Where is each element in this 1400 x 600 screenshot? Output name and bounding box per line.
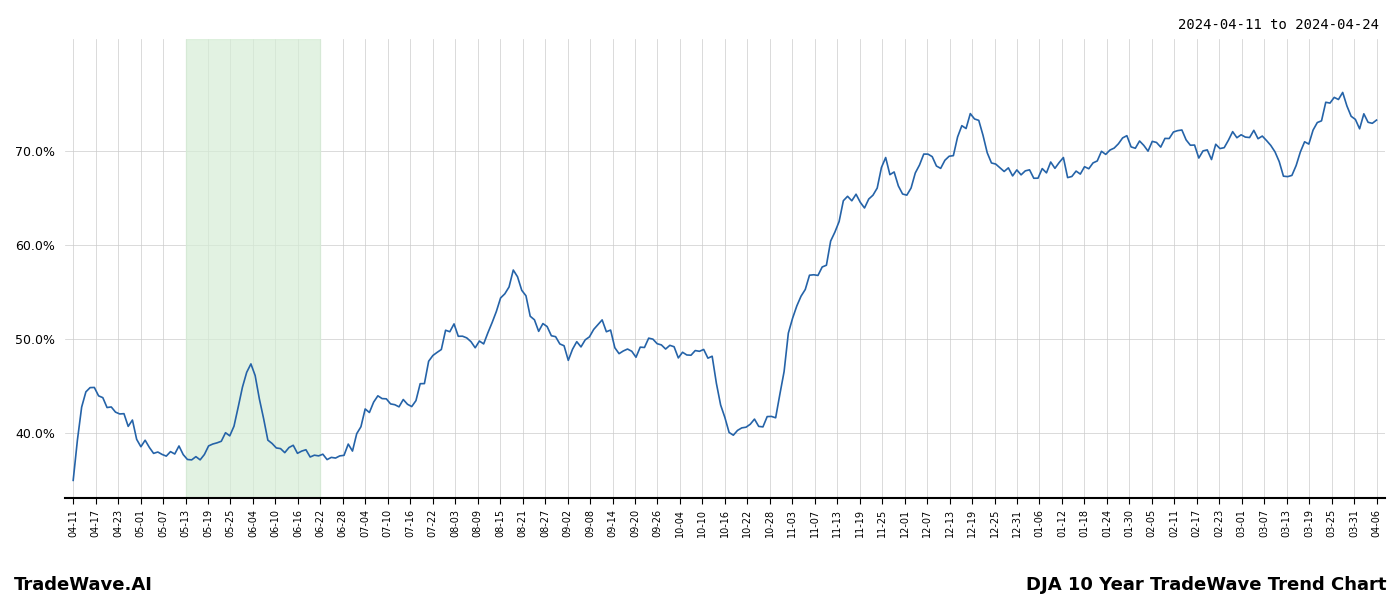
Bar — [186, 39, 321, 498]
Text: DJA 10 Year TradeWave Trend Chart: DJA 10 Year TradeWave Trend Chart — [1025, 576, 1386, 594]
Text: 2024-04-11 to 2024-04-24: 2024-04-11 to 2024-04-24 — [1177, 18, 1379, 32]
Text: TradeWave.AI: TradeWave.AI — [14, 576, 153, 594]
